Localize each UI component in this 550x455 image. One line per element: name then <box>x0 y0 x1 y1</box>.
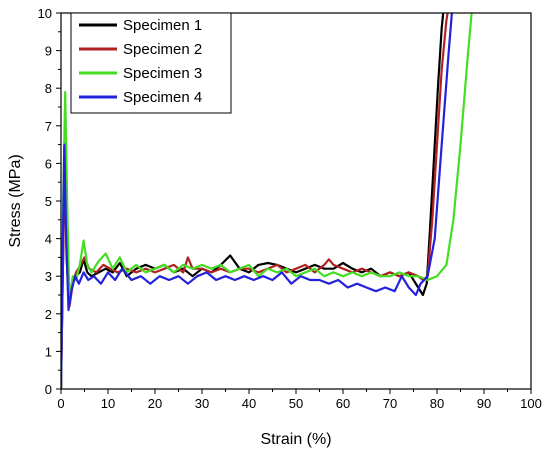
x-tick-label: 10 <box>101 396 115 411</box>
series-line-specimen-4 <box>61 13 453 389</box>
series-layer <box>61 13 473 389</box>
x-tick-label: 50 <box>289 396 303 411</box>
x-tick-label: 20 <box>148 396 162 411</box>
axis-ticks: 0 10 20 30 40 50 60 70 80 90 100 0 1 2 3 4 5 6 7 8 9 10 <box>38 6 542 411</box>
x-tick-label: 70 <box>383 396 397 411</box>
x-tick-label: 90 <box>477 396 491 411</box>
x-tick-label: 80 <box>430 396 444 411</box>
legend-label-specimen-3: Specimen 3 <box>123 65 202 82</box>
y-axis-label: Stress (MPa) <box>7 154 24 247</box>
y-tick-label: 6 <box>45 156 52 171</box>
y-tick-label: 10 <box>38 6 52 21</box>
legend-label-specimen-4: Specimen 4 <box>123 89 202 106</box>
y-tick-label: 0 <box>45 382 52 397</box>
y-tick-label: 5 <box>45 194 52 209</box>
y-tick-label: 3 <box>45 269 52 284</box>
x-tick-label: 40 <box>242 396 256 411</box>
x-tick-label: 60 <box>336 396 350 411</box>
x-tick-label: 0 <box>57 396 64 411</box>
legend: Specimen 1 Specimen 2 Specimen 3 Specimen 4 <box>70 12 232 114</box>
y-tick-label: 4 <box>45 232 52 247</box>
y-tick-label: 8 <box>45 81 52 96</box>
x-axis-label: Strain (%) <box>260 431 331 448</box>
series-line-specimen-3 <box>61 13 473 389</box>
y-tick-label: 2 <box>45 307 52 322</box>
y-tick-label: 9 <box>45 44 52 59</box>
x-tick-label: 100 <box>520 396 542 411</box>
x-tick-label: 30 <box>195 396 209 411</box>
legend-label-specimen-1: Specimen 1 <box>123 17 202 34</box>
y-tick-label: 7 <box>45 119 52 134</box>
legend-label-specimen-2: Specimen 2 <box>123 41 202 58</box>
y-tick-label: 1 <box>45 344 52 359</box>
